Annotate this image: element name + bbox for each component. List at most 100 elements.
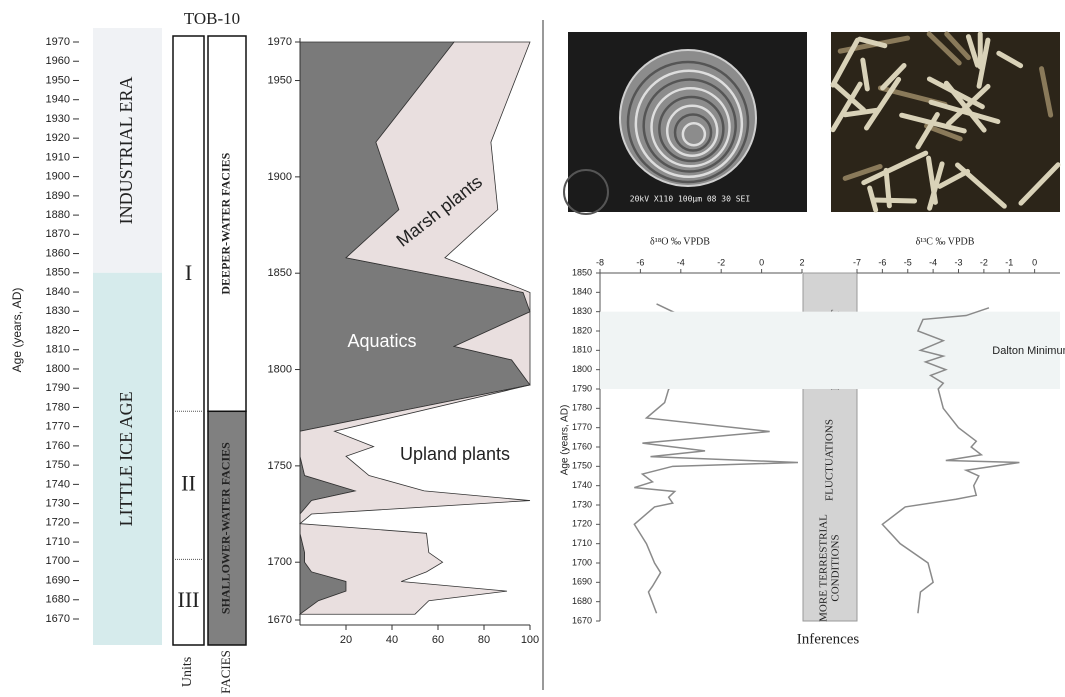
y-tick-label: 1940: [46, 94, 70, 106]
y-tick-label: 1970: [46, 36, 70, 48]
x-tick-label: 40: [386, 634, 398, 646]
y-tick-label: 1840: [572, 287, 592, 297]
x-tick-label: -2: [980, 257, 988, 267]
inference-label: MORE TERRESTRIAL: [818, 514, 830, 622]
y-tick-label: 1700: [572, 557, 592, 567]
y-tick-label: 1760: [46, 440, 70, 452]
y-tick-label: 1740: [572, 480, 592, 490]
x-tick-label: 0: [759, 257, 764, 267]
y-tick-label: 1750: [572, 461, 592, 471]
x-tick-label: 20: [340, 634, 352, 646]
x-tick-label: 100: [521, 634, 539, 646]
y-tick-label: 1920: [46, 132, 70, 144]
y-tick-label: 1810: [572, 345, 592, 355]
y-tick-label: 1850: [268, 267, 292, 279]
facies-label: SHALLOWER-WATER FACIES: [219, 442, 233, 614]
y-tick-label: 1850: [572, 267, 592, 277]
inference-label: FLUCTUATIONS: [824, 419, 836, 501]
x-tick-label: -3: [954, 257, 962, 267]
y-tick-label: 1760: [572, 441, 592, 451]
y-tick-label: 1790: [572, 383, 592, 393]
band-label: Dalton Minimum: [992, 345, 1065, 357]
x-tick-label: 0: [1032, 257, 1037, 267]
y-tick-label: 1970: [268, 36, 292, 48]
x-tick-label: -2: [717, 257, 725, 267]
facies-title: FACIES: [218, 650, 233, 694]
y-tick-label: 1710: [46, 536, 70, 548]
y-tick-label: 1800: [572, 364, 592, 374]
x-tick-label: -1: [1005, 257, 1013, 267]
x-tick-label: -7: [853, 257, 861, 267]
y-tick-label: 1850: [46, 267, 70, 279]
y-tick-label: 1910: [46, 151, 70, 163]
y-tick-label: 1670: [46, 613, 70, 625]
y-tick-label: 1680: [572, 596, 592, 606]
y-tick-label: 1670: [268, 614, 292, 626]
y-tick-label: 1840: [46, 286, 70, 298]
y-tick-label: 1750: [46, 459, 70, 471]
unit-label: II: [181, 470, 196, 495]
y-tick-label: 1930: [46, 113, 70, 125]
y-tick-label: 1830: [46, 305, 70, 317]
facies-label: DEEPER-WATER FACIES: [219, 152, 233, 294]
y-tick-label: 1700: [46, 555, 70, 567]
y-tick-label: 1800: [46, 363, 70, 375]
y-tick-label: 1830: [572, 306, 592, 316]
y-tick-label: 1950: [268, 74, 292, 86]
band: [600, 312, 1060, 389]
units-title: Units: [180, 657, 195, 687]
y-tick-label: 1900: [268, 171, 292, 183]
inferences-title: Inferences: [797, 631, 860, 647]
y-tick-label: 1770: [572, 422, 592, 432]
x-tick-label: -6: [636, 257, 644, 267]
y-tick-label: 1680: [46, 594, 70, 606]
axis-title: δ¹⁸O ‰ VPDB: [650, 236, 710, 247]
era-label: LITTLE ICE AGE: [116, 391, 136, 526]
y-tick-label: 1730: [46, 498, 70, 510]
unit-label: I: [185, 260, 192, 285]
chart-title: TOB-10: [184, 9, 240, 28]
x-tick-label: 60: [432, 634, 444, 646]
x-tick-label: -8: [596, 257, 604, 267]
units-box: [173, 36, 204, 645]
area-label: Aquatics: [347, 331, 416, 351]
axis-title: δ¹³C ‰ VPDB: [916, 236, 975, 247]
y-tick-label: 1720: [572, 519, 592, 529]
fiber: [873, 200, 914, 201]
y-tick-label: 1770: [46, 421, 70, 433]
photo-caption: 20kV X110 100μm 08 30 SEI: [630, 195, 751, 204]
y-tick-label: 1700: [268, 556, 292, 568]
x-tick-label: -5: [904, 257, 912, 267]
unit-label: III: [178, 587, 200, 612]
era-label: INDUSTRIAL ERA: [116, 76, 136, 224]
x-tick-label: -4: [677, 257, 685, 267]
y-tick-label: 1870: [46, 228, 70, 240]
y-tick-label: 1750: [268, 460, 292, 472]
y-tick-label: 1960: [46, 55, 70, 67]
y-tick-label: 1810: [46, 344, 70, 356]
x-tick-label: -6: [878, 257, 886, 267]
y-tick-label: 1950: [46, 74, 70, 86]
x-tick-label: 2: [799, 257, 804, 267]
y-tick-label: 1890: [46, 190, 70, 202]
y-tick-label: 1820: [46, 324, 70, 336]
y-tick-label: 1740: [46, 478, 70, 490]
y-tick-label: 1690: [46, 574, 70, 586]
y-tick-label: 1860: [46, 247, 70, 259]
inference-label: CONDITIONS: [830, 534, 842, 601]
figure: 1670 1680 1690 1700 1710 1720 1730 1740 1750 1760…: [0, 0, 1065, 697]
x-tick-label: -4: [929, 257, 937, 267]
y-tick-label: 1720: [46, 517, 70, 529]
y-tick-label: 1880: [46, 209, 70, 221]
y-tick-label: 1780: [46, 401, 70, 413]
y-tick-label: 1710: [572, 538, 592, 548]
y-tick-label: 1800: [268, 363, 292, 375]
y-axis-label: Age (years, AD): [10, 288, 24, 373]
y-tick-label: 1670: [572, 615, 592, 625]
y-tick-label: 1820: [572, 325, 592, 335]
y-tick-label: 1790: [46, 382, 70, 394]
x-tick-label: 80: [478, 634, 490, 646]
y-axis-label: Age (years, AD): [560, 405, 571, 476]
y-tick-label: 1780: [572, 403, 592, 413]
y-tick-label: 1690: [572, 577, 592, 587]
